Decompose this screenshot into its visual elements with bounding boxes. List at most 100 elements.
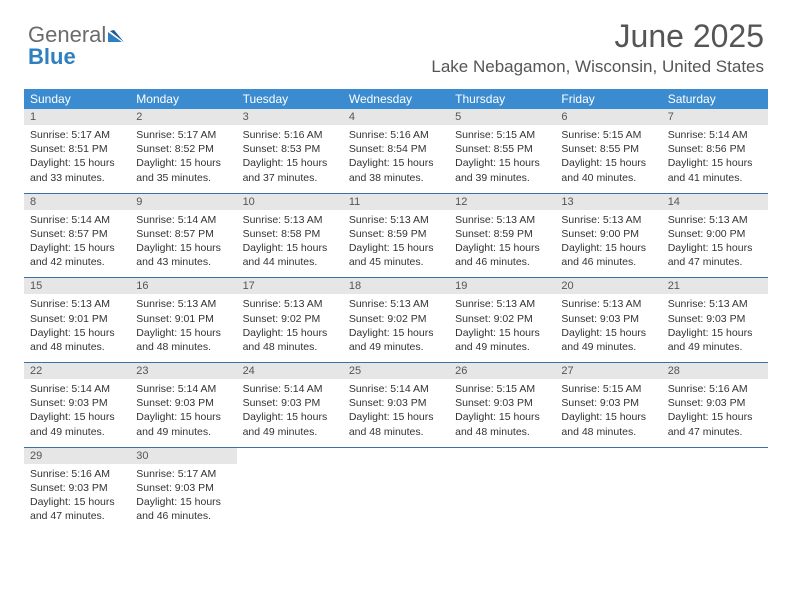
sunrise-line: Sunrise: 5:14 AM xyxy=(30,213,124,227)
day-number: 22 xyxy=(24,363,130,380)
sunset-line: Sunset: 8:59 PM xyxy=(349,227,443,241)
day-number: 19 xyxy=(449,278,555,295)
day-number: 30 xyxy=(130,447,236,464)
calendar-table: SundayMondayTuesdayWednesdayThursdayFrid… xyxy=(24,89,768,532)
sunrise-line: Sunrise: 5:13 AM xyxy=(455,213,549,227)
day-cell: Sunrise: 5:13 AMSunset: 9:02 PMDaylight:… xyxy=(449,294,555,362)
day-cell: Sunrise: 5:13 AMSunset: 9:01 PMDaylight:… xyxy=(130,294,236,362)
day-cell: Sunrise: 5:13 AMSunset: 9:02 PMDaylight:… xyxy=(237,294,343,362)
daylight-line: Daylight: 15 hours and 49 minutes. xyxy=(136,410,230,438)
day-cell: Sunrise: 5:14 AMSunset: 9:03 PMDaylight:… xyxy=(343,379,449,447)
day-cell: Sunrise: 5:15 AMSunset: 9:03 PMDaylight:… xyxy=(555,379,661,447)
day-number: 10 xyxy=(237,193,343,210)
day-cell: Sunrise: 5:15 AMSunset: 8:55 PMDaylight:… xyxy=(555,125,661,193)
day-cell: Sunrise: 5:13 AMSunset: 8:59 PMDaylight:… xyxy=(449,210,555,278)
daylight-line: Daylight: 15 hours and 37 minutes. xyxy=(243,156,337,184)
sunset-line: Sunset: 8:54 PM xyxy=(349,142,443,156)
day-number: 20 xyxy=(555,278,661,295)
sunset-line: Sunset: 8:57 PM xyxy=(30,227,124,241)
weekday-header: Saturday xyxy=(662,89,768,109)
daylight-line: Daylight: 15 hours and 49 minutes. xyxy=(349,326,443,354)
daylight-line: Daylight: 15 hours and 39 minutes. xyxy=(455,156,549,184)
sunrise-line: Sunrise: 5:16 AM xyxy=(349,128,443,142)
day-cell: Sunrise: 5:14 AMSunset: 8:56 PMDaylight:… xyxy=(662,125,768,193)
day-cell: Sunrise: 5:14 AMSunset: 9:03 PMDaylight:… xyxy=(237,379,343,447)
day-number: 12 xyxy=(449,193,555,210)
day-cell: Sunrise: 5:16 AMSunset: 9:03 PMDaylight:… xyxy=(662,379,768,447)
daylight-line: Daylight: 15 hours and 48 minutes. xyxy=(136,326,230,354)
day-data-row: Sunrise: 5:13 AMSunset: 9:01 PMDaylight:… xyxy=(24,294,768,362)
sunset-line: Sunset: 8:58 PM xyxy=(243,227,337,241)
sunrise-line: Sunrise: 5:17 AM xyxy=(136,467,230,481)
day-data-row: Sunrise: 5:17 AMSunset: 8:51 PMDaylight:… xyxy=(24,125,768,193)
sunrise-line: Sunrise: 5:13 AM xyxy=(243,213,337,227)
sunrise-line: Sunrise: 5:13 AM xyxy=(455,297,549,311)
day-cell: Sunrise: 5:13 AMSunset: 9:03 PMDaylight:… xyxy=(662,294,768,362)
daylight-line: Daylight: 15 hours and 48 minutes. xyxy=(243,326,337,354)
sunrise-line: Sunrise: 5:16 AM xyxy=(668,382,762,396)
title-block: June 2025 Lake Nebagamon, Wisconsin, Uni… xyxy=(431,18,764,77)
day-number: 1 xyxy=(24,109,130,125)
weekday-header: Sunday xyxy=(24,89,130,109)
weekday-header: Monday xyxy=(130,89,236,109)
day-number: 13 xyxy=(555,193,661,210)
day-number: 21 xyxy=(662,278,768,295)
day-cell: Sunrise: 5:13 AMSunset: 9:01 PMDaylight:… xyxy=(24,294,130,362)
daylight-line: Daylight: 15 hours and 38 minutes. xyxy=(349,156,443,184)
sunset-line: Sunset: 9:01 PM xyxy=(136,312,230,326)
logo: General Blue xyxy=(28,24,128,68)
sunset-line: Sunset: 8:59 PM xyxy=(455,227,549,241)
location: Lake Nebagamon, Wisconsin, United States xyxy=(431,57,764,77)
day-cell xyxy=(449,464,555,532)
sunset-line: Sunset: 8:57 PM xyxy=(136,227,230,241)
day-cell: Sunrise: 5:16 AMSunset: 8:54 PMDaylight:… xyxy=(343,125,449,193)
day-number-row: 1234567 xyxy=(24,109,768,125)
day-number: 2 xyxy=(130,109,236,125)
daylight-line: Daylight: 15 hours and 46 minutes. xyxy=(455,241,549,269)
daylight-line: Daylight: 15 hours and 49 minutes. xyxy=(243,410,337,438)
day-number: 17 xyxy=(237,278,343,295)
daylight-line: Daylight: 15 hours and 48 minutes. xyxy=(349,410,443,438)
sunrise-line: Sunrise: 5:13 AM xyxy=(668,213,762,227)
sunrise-line: Sunrise: 5:14 AM xyxy=(349,382,443,396)
day-number: 15 xyxy=(24,278,130,295)
day-cell: Sunrise: 5:17 AMSunset: 8:51 PMDaylight:… xyxy=(24,125,130,193)
daylight-line: Daylight: 15 hours and 49 minutes. xyxy=(30,410,124,438)
daylight-line: Daylight: 15 hours and 48 minutes. xyxy=(30,326,124,354)
day-number: 7 xyxy=(662,109,768,125)
day-cell: Sunrise: 5:13 AMSunset: 9:02 PMDaylight:… xyxy=(343,294,449,362)
sunrise-line: Sunrise: 5:15 AM xyxy=(455,382,549,396)
daylight-line: Daylight: 15 hours and 48 minutes. xyxy=(561,410,655,438)
sunset-line: Sunset: 9:00 PM xyxy=(561,227,655,241)
day-number-row: 22232425262728 xyxy=(24,363,768,380)
daylight-line: Daylight: 15 hours and 35 minutes. xyxy=(136,156,230,184)
sunset-line: Sunset: 8:51 PM xyxy=(30,142,124,156)
day-number: 11 xyxy=(343,193,449,210)
daylight-line: Daylight: 15 hours and 48 minutes. xyxy=(455,410,549,438)
sunset-line: Sunset: 8:56 PM xyxy=(668,142,762,156)
sunset-line: Sunset: 9:02 PM xyxy=(455,312,549,326)
day-number: 9 xyxy=(130,193,236,210)
sunset-line: Sunset: 9:00 PM xyxy=(668,227,762,241)
day-cell xyxy=(343,464,449,532)
sunset-line: Sunset: 8:52 PM xyxy=(136,142,230,156)
daylight-line: Daylight: 15 hours and 47 minutes. xyxy=(668,410,762,438)
daylight-line: Daylight: 15 hours and 49 minutes. xyxy=(455,326,549,354)
sunrise-line: Sunrise: 5:13 AM xyxy=(30,297,124,311)
day-cell: Sunrise: 5:17 AMSunset: 9:03 PMDaylight:… xyxy=(130,464,236,532)
sunset-line: Sunset: 9:03 PM xyxy=(561,396,655,410)
day-number: 6 xyxy=(555,109,661,125)
sunset-line: Sunset: 9:03 PM xyxy=(561,312,655,326)
logo-flag-icon xyxy=(108,24,128,46)
sunrise-line: Sunrise: 5:14 AM xyxy=(136,382,230,396)
daylight-line: Daylight: 15 hours and 33 minutes. xyxy=(30,156,124,184)
day-number: 3 xyxy=(237,109,343,125)
sunset-line: Sunset: 9:03 PM xyxy=(668,312,762,326)
day-number: 27 xyxy=(555,363,661,380)
sunrise-line: Sunrise: 5:13 AM xyxy=(243,297,337,311)
sunset-line: Sunset: 9:01 PM xyxy=(30,312,124,326)
weekday-header-row: SundayMondayTuesdayWednesdayThursdayFrid… xyxy=(24,89,768,109)
sunrise-line: Sunrise: 5:16 AM xyxy=(30,467,124,481)
day-number: 16 xyxy=(130,278,236,295)
sunrise-line: Sunrise: 5:17 AM xyxy=(136,128,230,142)
